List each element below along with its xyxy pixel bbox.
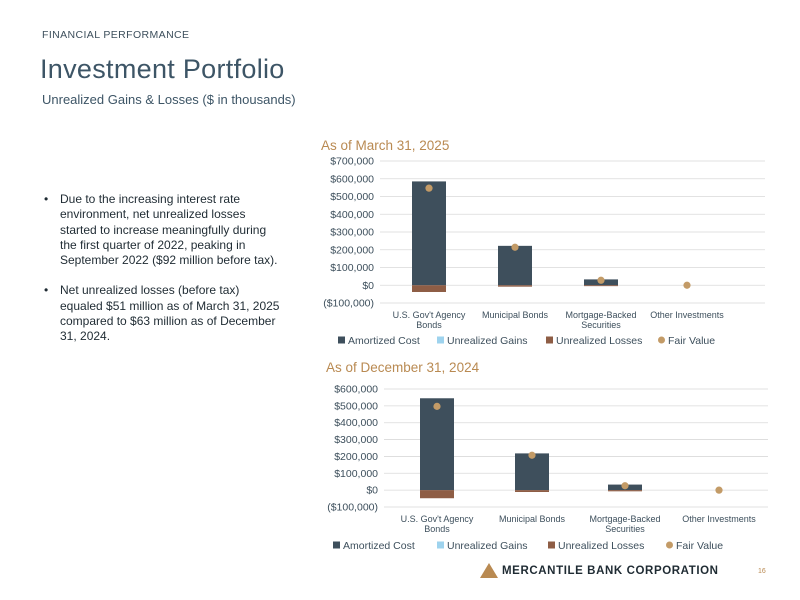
category-label: Other Investments: [650, 310, 724, 320]
y-tick-label: $500,000: [330, 191, 374, 203]
y-tick-label: $100,000: [334, 468, 378, 480]
point-fair-value: [597, 276, 605, 284]
legend-marker: [666, 541, 673, 549]
point-fair-value: [433, 402, 441, 410]
legend-marker: [437, 541, 444, 549]
bar-amortized-cost: [515, 453, 549, 491]
category-label: Mortgage-Backed: [565, 310, 636, 320]
chart-title-december-2024: As of December 31, 2024: [326, 360, 480, 375]
legend-label: Amortized Cost: [343, 540, 415, 552]
category-label: Municipal Bonds: [499, 514, 566, 524]
bar-amortized-cost: [412, 181, 446, 286]
legend-marker: [333, 541, 340, 549]
legend-label: Unrealized Gains: [447, 540, 528, 552]
point-fair-value: [621, 482, 629, 490]
chart-title-march-2025: As of March 31, 2025: [321, 138, 450, 153]
company-logo-icon: [480, 563, 498, 578]
y-tick-label: $400,000: [334, 417, 378, 429]
y-tick-label: $600,000: [334, 384, 378, 396]
y-tick-label: $400,000: [330, 209, 374, 221]
legend-label: Unrealized Losses: [556, 335, 642, 347]
bar-unrealized-losses: [420, 490, 454, 499]
category-label: Bonds: [424, 524, 450, 534]
y-tick-label: $300,000: [334, 434, 378, 446]
y-tick-label: ($100,000): [323, 298, 374, 310]
legend-label: Unrealized Gains: [447, 335, 528, 347]
category-label: Other Investments: [682, 514, 756, 524]
legend-label: Fair Value: [668, 335, 715, 347]
point-fair-value: [511, 243, 519, 251]
bullet-glyph: •: [44, 192, 49, 206]
point-fair-value: [715, 486, 723, 494]
page-number: 16: [758, 568, 766, 575]
bar-unrealized-losses: [584, 285, 618, 287]
y-tick-label: $200,000: [334, 451, 378, 463]
category-label: Securities: [605, 524, 645, 534]
legend-marker: [338, 336, 345, 344]
page-title: Investment Portfolio: [40, 54, 285, 84]
point-fair-value: [683, 281, 691, 289]
bullet-item: • Net unrealized losses (before tax) equ…: [44, 283, 280, 344]
section-label: FINANCIAL PERFORMANCE: [42, 29, 190, 41]
legend-marker: [546, 336, 553, 344]
point-fair-value: [425, 184, 433, 192]
bullet-item: • Due to the increasing interest rate en…: [44, 192, 280, 268]
bar-unrealized-losses: [498, 285, 532, 287]
legend-label: Unrealized Losses: [558, 540, 644, 552]
category-label: Securities: [581, 320, 621, 330]
bar-unrealized-losses: [608, 490, 642, 492]
category-label: U.S. Gov't Agency: [393, 310, 466, 320]
legend-marker: [658, 336, 665, 344]
legend-label: Fair Value: [676, 540, 723, 552]
y-tick-label: $300,000: [330, 227, 374, 239]
y-tick-label: $100,000: [330, 262, 374, 274]
y-tick-label: $0: [366, 485, 378, 497]
y-tick-label: $600,000: [330, 173, 374, 185]
bar-amortized-cost: [498, 245, 532, 286]
legend-marker: [548, 541, 555, 549]
bullet-list: • Due to the increasing interest rate en…: [44, 192, 280, 360]
category-label: Bonds: [416, 320, 442, 330]
y-tick-label: $200,000: [330, 244, 374, 256]
legend-marker: [437, 336, 444, 344]
category-label: U.S. Gov't Agency: [401, 514, 474, 524]
bullet-glyph: •: [44, 283, 49, 298]
category-label: Municipal Bonds: [482, 310, 549, 320]
point-fair-value: [528, 451, 536, 459]
y-tick-label: ($100,000): [327, 502, 378, 514]
company-name: MERCANTILE BANK CORPORATION: [502, 565, 719, 577]
bullet-text: Net unrealized losses (before tax) equal…: [60, 283, 280, 344]
page-subtitle: Unrealized Gains & Losses ($ in thousand…: [42, 92, 296, 107]
bullet-text: Due to the increasing interest rate envi…: [60, 192, 278, 268]
bar-unrealized-losses: [515, 490, 549, 492]
legend-label: Amortized Cost: [348, 335, 420, 347]
y-tick-label: $500,000: [334, 400, 378, 412]
y-tick-label: $0: [362, 280, 374, 292]
bar-unrealized-losses: [412, 285, 446, 292]
y-tick-label: $700,000: [330, 156, 374, 168]
bar-amortized-cost: [420, 398, 454, 491]
category-label: Mortgage-Backed: [589, 514, 660, 524]
